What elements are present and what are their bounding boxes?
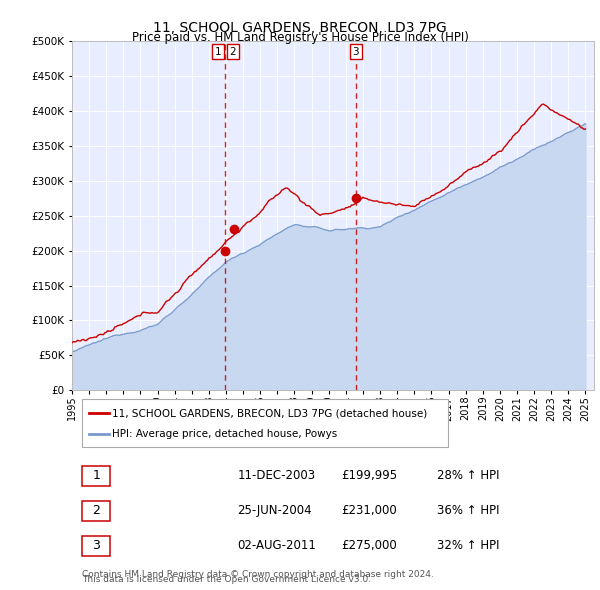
Text: Price paid vs. HM Land Registry's House Price Index (HPI): Price paid vs. HM Land Registry's House … [131, 31, 469, 44]
Text: 25-JUN-2004: 25-JUN-2004 [238, 504, 312, 517]
Text: £275,000: £275,000 [342, 539, 397, 552]
Bar [82, 466, 110, 486]
Text: £231,000: £231,000 [342, 504, 397, 517]
Text: 3: 3 [92, 539, 100, 552]
Text: 36% ↑ HPI: 36% ↑ HPI [437, 504, 500, 517]
Text: 02-AUG-2011: 02-AUG-2011 [238, 539, 316, 552]
Bar [82, 399, 448, 447]
Text: This data is licensed under the Open Government Licence v3.0.: This data is licensed under the Open Gov… [82, 575, 371, 584]
Text: 1: 1 [92, 468, 100, 481]
Text: 2: 2 [230, 47, 236, 57]
Text: 3: 3 [352, 47, 359, 57]
Text: 28% ↑ HPI: 28% ↑ HPI [437, 468, 500, 481]
Text: 32% ↑ HPI: 32% ↑ HPI [437, 539, 500, 552]
Text: Contains HM Land Registry data © Crown copyright and database right 2024.: Contains HM Land Registry data © Crown c… [82, 571, 434, 579]
Text: HPI: Average price, detached house, Powys: HPI: Average price, detached house, Powy… [112, 428, 337, 438]
Text: 2: 2 [92, 504, 100, 517]
Text: 11, SCHOOL GARDENS, BRECON, LD3 7PG (detached house): 11, SCHOOL GARDENS, BRECON, LD3 7PG (det… [112, 408, 427, 418]
Text: 11, SCHOOL GARDENS, BRECON, LD3 7PG: 11, SCHOOL GARDENS, BRECON, LD3 7PG [153, 21, 447, 35]
Text: £199,995: £199,995 [342, 468, 398, 481]
Bar [82, 501, 110, 522]
Text: 11-DEC-2003: 11-DEC-2003 [238, 468, 316, 481]
Text: 1: 1 [215, 47, 221, 57]
Bar [82, 536, 110, 556]
